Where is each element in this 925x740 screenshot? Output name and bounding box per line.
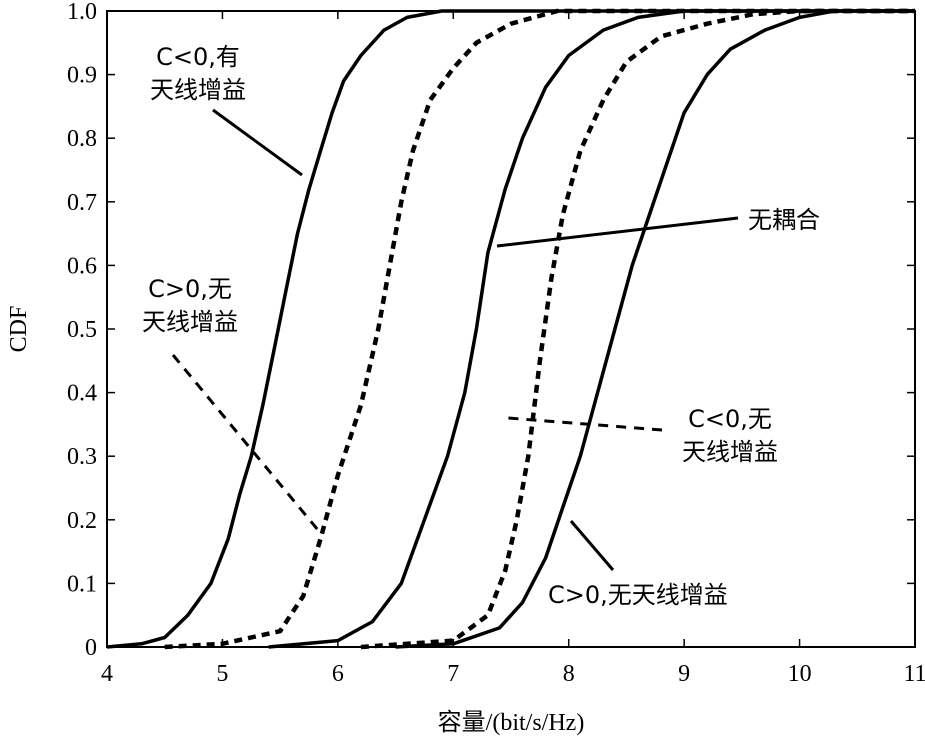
x-tick-label: 4 (101, 661, 113, 687)
y-axis-label: CDF (6, 306, 32, 353)
annotation-1-line-2: 天线增益 (150, 76, 246, 104)
annotation-4-line-2: 天线增益 (682, 438, 778, 466)
x-tick-label: 8 (563, 661, 575, 687)
leader-line-3 (171, 354, 320, 531)
annotation-4-line-1: C<0,无 (688, 405, 772, 433)
leader-line-5 (569, 520, 615, 571)
cdf-curve-5 (395, 9, 915, 649)
cdf-curve-3 (268, 9, 915, 649)
x-tick-label: 7 (447, 661, 459, 687)
y-tick-label: 0.9 (67, 63, 97, 89)
leader-line-1 (212, 108, 303, 177)
curves-layer (106, 8, 915, 650)
annotation-5-line-1: C>0,无天线增益 (548, 581, 728, 609)
x-tick-label: 6 (332, 661, 344, 687)
x-tick-label: 11 (903, 661, 925, 687)
annotation-3-line-1: C>0,无 (148, 275, 232, 303)
y-tick-label: 0.7 (67, 190, 97, 216)
cdf-curve-4 (360, 8, 915, 650)
annotation-1-line-1: C<0,有 (156, 43, 240, 71)
y-tick-label: 0.3 (67, 444, 97, 470)
leader-line-2 (496, 216, 739, 248)
leader-lines (171, 108, 739, 571)
y-tick-label: 0.2 (67, 508, 97, 534)
x-tick-label: 10 (788, 661, 812, 687)
y-tick-label: 0.1 (67, 571, 97, 597)
leader-line-4 (507, 416, 663, 432)
x-tick-label: 5 (216, 661, 228, 687)
x-tick-label: 9 (678, 661, 690, 687)
annotation-2-line-1: 无耦合 (748, 206, 820, 234)
tick-labels: 4 5 6 7 8 9 10 11 0 0.1 0.2 0.3 0.4 0.5 0.6 0.7 0.8 0.9 1.… (67, 0, 925, 687)
y-tick-label: 0.5 (67, 317, 97, 343)
y-tick-label: 0 (85, 635, 97, 661)
y-tick-label: 0.8 (67, 126, 97, 152)
cdf-curve-1 (106, 9, 915, 649)
x-axis-label: 容量/(bit/s/Hz) (438, 709, 585, 736)
axis-ticks (106, 10, 916, 648)
y-tick-label: 0.6 (67, 253, 97, 279)
y-tick-label: 0.4 (67, 381, 97, 407)
cdf-curve-2 (164, 8, 915, 650)
annotation-3-line-2: 天线增益 (142, 308, 238, 336)
y-tick-label: 1.0 (67, 0, 97, 25)
